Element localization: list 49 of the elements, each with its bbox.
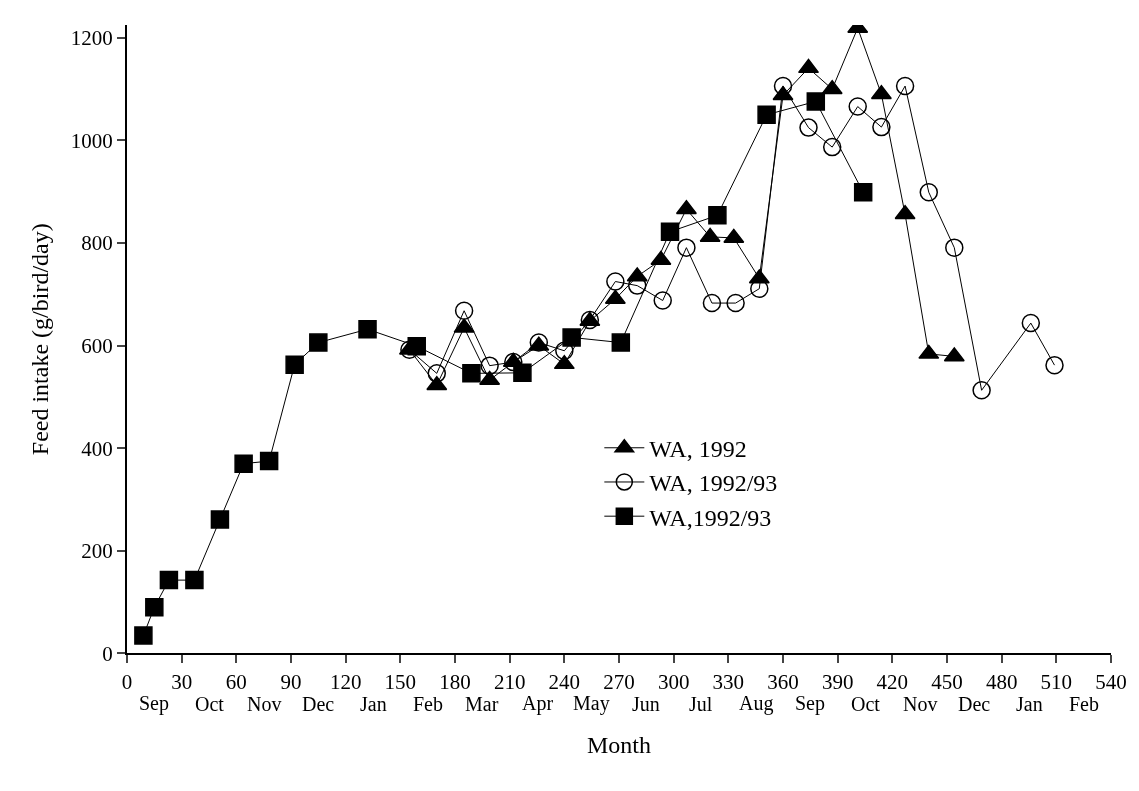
text: Jan xyxy=(1016,693,1043,715)
x-tick-label: 90 xyxy=(280,669,302,694)
legend-label: WA,1992/93 xyxy=(649,504,772,531)
x-tick-label: 210 xyxy=(493,669,526,694)
y-tick-label: 200 xyxy=(81,539,113,564)
text: Nov xyxy=(247,693,282,715)
text: Aug xyxy=(739,692,774,715)
x-tick-label: 180 xyxy=(439,669,471,694)
text: Oct xyxy=(851,693,881,715)
x-tick-label: 480 xyxy=(985,669,1018,694)
text: Dec xyxy=(302,693,335,715)
text: Jun xyxy=(632,693,660,715)
x-tick-label: 60 xyxy=(225,669,247,694)
x-tick-label: 0 xyxy=(121,669,133,694)
y-tick-label: 800 xyxy=(81,231,113,256)
x-tick-label: 240 xyxy=(548,669,581,694)
y-tick-label: 0 xyxy=(102,641,113,666)
x-tick-label: 30 xyxy=(171,669,193,694)
text: Jan xyxy=(360,693,387,715)
x-tick-label: 420 xyxy=(876,669,909,694)
text: May xyxy=(573,692,610,715)
y-tick-label: 600 xyxy=(81,334,113,358)
text: Dec xyxy=(958,693,991,715)
x-tick-label: 270 xyxy=(603,669,635,694)
x-tick-label: 150 xyxy=(384,669,417,694)
x-tick-label: 450 xyxy=(931,669,963,694)
y-tick-label: 1200 xyxy=(70,26,113,51)
text: Sep xyxy=(795,692,825,715)
x-tick-label: 390 xyxy=(821,669,854,694)
x-tick-label: 510 xyxy=(1040,669,1073,694)
x-tick-label: 120 xyxy=(329,669,362,694)
x-tick-label: 540 xyxy=(1095,669,1127,694)
x-tick-label: 360 xyxy=(767,669,799,694)
text: Sep xyxy=(139,692,169,715)
y-axis-title: Feed intake (g/bird/day) xyxy=(27,223,54,456)
legend-label: WA, 1992/93 xyxy=(649,470,778,497)
x-tick-label: 330 xyxy=(712,669,745,694)
y-tick-label: 400 xyxy=(81,436,113,461)
x-axis-title: Month xyxy=(587,732,652,758)
text: Jul xyxy=(689,693,713,715)
legend-label: WA, 1992 xyxy=(649,436,747,463)
text: Feb xyxy=(1069,693,1099,715)
x-tick-label: 300 xyxy=(657,669,690,694)
y-tick-label: 1000 xyxy=(70,128,113,153)
text: Oct xyxy=(195,693,225,715)
text: Nov xyxy=(903,693,938,715)
text: Mar xyxy=(465,693,499,715)
text: Apr xyxy=(522,692,554,715)
text: Feb xyxy=(413,693,443,715)
